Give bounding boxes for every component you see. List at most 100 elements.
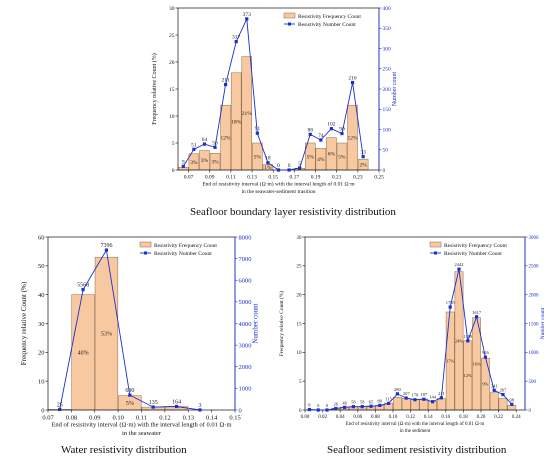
count-point — [369, 404, 373, 408]
bar-label: 40% — [78, 350, 89, 356]
y-axis-label: Frequency relative Count (%) — [278, 291, 285, 357]
count-point — [483, 355, 487, 359]
caption-water: Water resistivity distribution — [61, 444, 187, 456]
count-label: 58 — [360, 400, 365, 405]
count-point — [325, 408, 329, 412]
y2-tick-label: 300 — [383, 46, 392, 52]
x-tick-label: 0.22 — [494, 415, 503, 420]
count-point — [128, 393, 132, 397]
y-tick-label: 15 — [297, 322, 303, 327]
x-axis-label: End of resistivity interval (Ω·m) with t… — [346, 422, 485, 427]
count-point — [387, 401, 391, 405]
count-label: 216 — [348, 76, 357, 82]
x-tick-label: 0.09 — [205, 175, 215, 181]
y-tick-label: 60 — [38, 234, 45, 241]
count-point — [350, 80, 355, 85]
bar-label: 12% — [348, 136, 359, 142]
x-tick-label: 0.19 — [311, 175, 321, 181]
count-label: 178 — [412, 393, 420, 398]
count-point — [192, 147, 196, 151]
count-label: 64 — [202, 137, 208, 143]
y-tick-label: 20 — [38, 350, 45, 357]
count-point — [431, 400, 435, 404]
legend-swatch-bar — [429, 241, 442, 248]
count-point — [307, 407, 311, 412]
count-label: 144 — [429, 395, 437, 400]
y2-tick-label: 1000 — [529, 351, 540, 356]
y-tick-label: 10 — [297, 351, 303, 356]
count-point — [329, 127, 333, 131]
count-label: 88 — [307, 127, 313, 133]
y2-tick-label: 500 — [529, 380, 537, 385]
count-point — [475, 315, 479, 319]
count-label: 690 — [125, 388, 134, 394]
chart-boundary: 3% 3% 3%12%18%21%5%1%5% 4%6% 5%12%2%0.07 0.09… — [151, 6, 398, 195]
count-point — [448, 305, 452, 309]
y2-tick-label: 100 — [383, 127, 392, 133]
bar — [507, 405, 517, 411]
x-tick-label: 0.14 — [206, 415, 218, 422]
count-line — [182, 17, 364, 171]
count-label: 0 — [288, 163, 291, 169]
count-label: 207 — [403, 391, 411, 396]
legend-label-frequency: Resistivity Frequency Count — [444, 243, 507, 249]
y2-tick-label: 5000 — [239, 299, 252, 306]
count-label: 0 — [326, 403, 329, 408]
count-point — [104, 248, 109, 252]
bar-label: 3% — [211, 160, 219, 166]
legend: Resistivity Frequency Count Resistivity N… — [139, 241, 217, 257]
bar-label: 17% — [446, 359, 455, 364]
x-tick-label: 0.07 — [184, 175, 194, 181]
y2-tick-label: 1500 — [529, 322, 540, 327]
count-point — [351, 405, 355, 409]
count-point — [340, 131, 344, 136]
count-point — [213, 145, 217, 149]
y2-tick-label: 7000 — [239, 256, 252, 263]
count-label: 91 — [255, 126, 261, 132]
legend-label-number: Resistivity Number Count — [298, 22, 356, 28]
bar-label: 3% — [190, 160, 198, 166]
count-point — [234, 40, 238, 44]
y-tick-label: 10 — [169, 114, 175, 120]
chart-sediment: 17% 24% 12% 16% 9% 0.00 0.02 0.04 0.06 0.08 0.10 0.… — [278, 236, 546, 434]
legend: Resistivity Frequency Count Resistivity N… — [283, 12, 361, 28]
bar-label: 18% — [231, 119, 242, 125]
count-point — [378, 403, 382, 407]
count-label: 2442 — [455, 262, 464, 267]
bar-label: 24% — [455, 338, 464, 343]
y-tick-label: 20 — [297, 293, 303, 298]
y-tick-label: 25 — [297, 265, 303, 270]
bar — [393, 397, 402, 411]
x-axis-label: in the seawater — [122, 430, 162, 437]
count-label: 58 — [351, 400, 356, 405]
count-label: 90 — [339, 127, 345, 133]
bar-label: 12% — [464, 373, 473, 378]
x-tick-label: 0.00 — [301, 415, 310, 420]
x-tick-label: 0.24 — [512, 415, 521, 420]
x-tick-label: 0.13 — [247, 175, 257, 181]
bar-label: 3% — [201, 158, 209, 164]
count-label: 56 — [212, 140, 218, 146]
x-tick-label: 0.10 — [389, 415, 398, 420]
x-tick-label: 0.15 — [268, 175, 278, 181]
count-label: 18 — [265, 156, 271, 162]
x-tick-label: 0.17 — [290, 175, 300, 181]
y-tick-label: 30 — [297, 236, 303, 241]
bar-label: 4% — [317, 157, 325, 163]
x-tick-label: 0.12 — [159, 415, 170, 422]
x-tick-label: 0.11 — [226, 175, 236, 181]
count-label: 33 — [360, 150, 366, 156]
legend-label-number: Resistivity Number Count — [154, 251, 212, 257]
bar-label: 9% — [482, 382, 488, 387]
count-point — [316, 408, 320, 412]
count-point — [404, 396, 408, 400]
bar-label: 21% — [242, 111, 253, 117]
x-tick-label: 0.21 — [332, 175, 342, 181]
y2-tick-label: 3000 — [239, 342, 252, 349]
y-tick-label: 40 — [38, 292, 45, 299]
count-label: 317 — [232, 35, 241, 41]
count-label: 3 — [198, 403, 201, 409]
legend-swatch-bar — [283, 12, 296, 19]
legend-label-frequency: Resistivity Frequency Count — [298, 14, 361, 20]
